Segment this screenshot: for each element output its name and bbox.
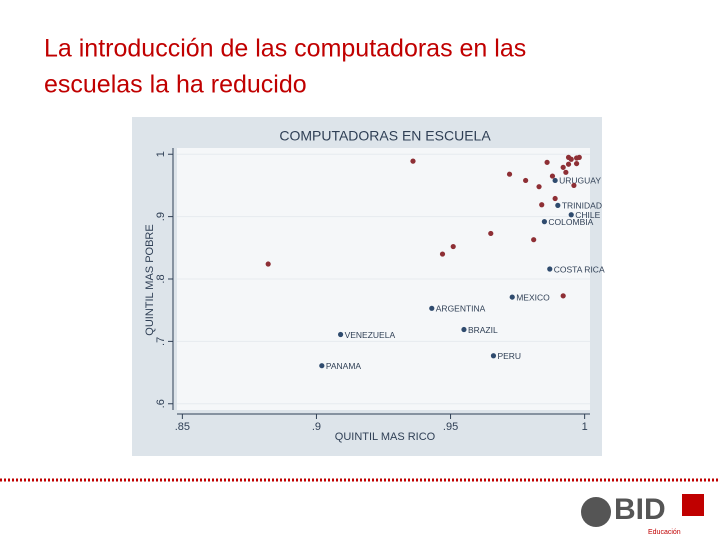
point [549,173,556,179]
point [439,251,446,257]
point-label: TRINIDAD [562,201,602,211]
x-tick-label: .85 [175,421,190,433]
point [429,305,435,311]
point [547,266,553,272]
point [563,169,569,175]
point [509,294,515,300]
point [265,261,271,267]
slide-title: La introducción de las computadoras en l… [44,35,526,63]
x-axis-label: QUINTIL MAS RICO [335,431,436,443]
point [560,293,566,299]
point [555,202,561,208]
point [573,160,580,167]
y-axis-label: QUINTIL MAS POBRE [144,224,156,335]
point [552,195,558,202]
point [576,154,582,160]
point-label: COLOMBIA [548,217,593,227]
logo-mark [682,494,704,516]
x-tick-label: .9 [312,421,321,433]
point-label: PANAMA [326,361,362,371]
point [544,159,550,165]
point [410,158,416,164]
point [523,177,529,184]
logo-subtitle: Educación [648,529,681,536]
point [571,182,577,189]
point [536,184,542,190]
x-tick-label: .95 [443,421,458,433]
point-label: COSTA RICA [554,264,605,274]
point [565,161,572,167]
y-tick-label: .6 [155,399,167,408]
y-tick-label: .7 [155,337,167,346]
logo: BID Educación [581,493,704,536]
point [490,353,497,359]
y-tick-label: .9 [155,212,167,221]
point [450,243,456,250]
y-tick-label: 1 [155,151,167,157]
point [506,171,513,177]
chart-title: COMPUTADORAS EN ESCUELA [279,128,491,144]
point [337,331,344,338]
y-tick-label: .8 [155,274,167,283]
point [531,237,537,243]
point-label: URUGUAY [559,176,601,186]
point [319,363,325,369]
point [461,326,467,333]
point [568,156,574,162]
point [488,230,494,237]
point-label: ARGENTINA [436,304,486,314]
point [560,164,566,170]
point-label: MEXICO [516,292,550,302]
point [568,212,574,218]
point [541,219,548,225]
point-label: BRAZIL [468,325,498,335]
logo-globe [581,497,611,527]
point [539,202,545,208]
point-label: VENEZUELA [345,330,396,340]
x-tick-label: 1 [582,421,588,433]
point-label: PERU [497,351,521,361]
point [552,177,558,184]
logo-name: BID [614,493,666,526]
point-label: CHILE [575,210,600,220]
slide-title: escuelas la ha reducido [44,71,307,99]
